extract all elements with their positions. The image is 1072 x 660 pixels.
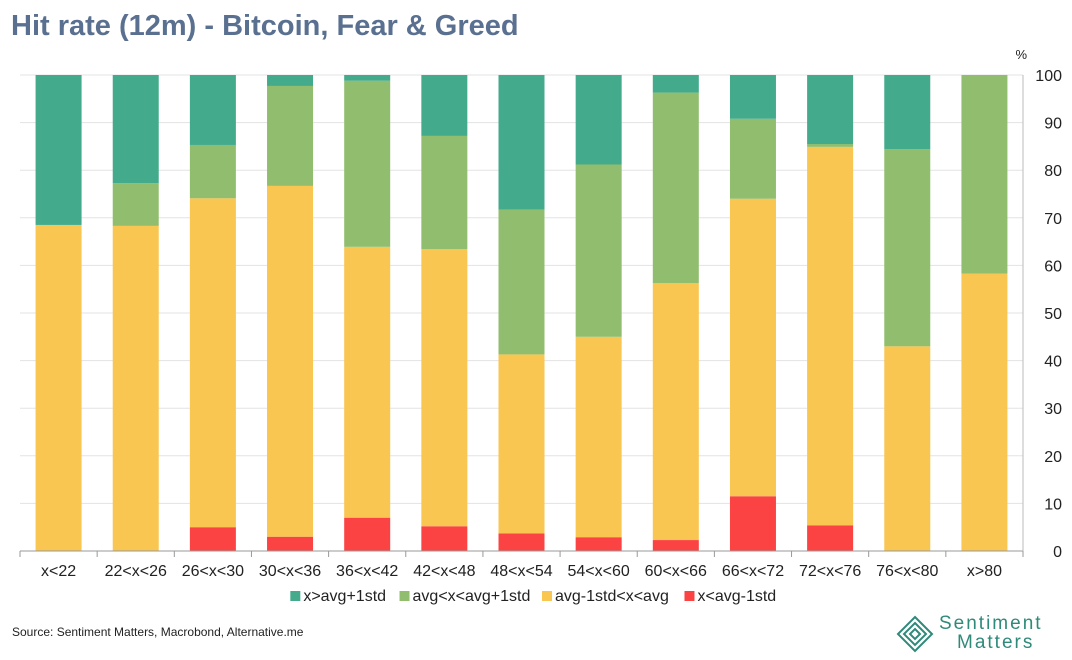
legend-swatch [399,591,410,601]
bar-segment [421,135,468,250]
x-tick-label: x>80 [967,563,1002,580]
x-tick-label: 42<x<48 [413,563,475,580]
legend-swatch [684,591,695,601]
y-tick-label: 70 [1044,211,1062,228]
bar-segment [189,198,236,528]
bar-segment [807,146,854,526]
source-note: Source: Sentiment Matters, Macrobond, Al… [12,625,304,639]
legend-label: x<avg-1std [697,588,776,605]
bar-segment [498,75,545,210]
bar-segment [189,144,236,199]
bar-segment [267,536,314,551]
x-tick-label: 48<x<54 [490,563,552,580]
bar-segment [575,537,622,551]
x-tick-label: 30<x<36 [259,563,321,580]
bar-segment [344,75,391,81]
bar-segment [807,75,854,145]
legend-item: avg<x<avg+1std [399,588,531,605]
y-tick-label: 100 [1035,68,1062,85]
bar-segment [652,283,699,541]
bar-segment [421,75,468,136]
bar-segment [189,527,236,551]
bar-segment [421,249,468,527]
sentiment-matters-logo: Sentiment Matters [895,612,1065,656]
x-tick-label: 54<x<60 [568,563,630,580]
bar-segment [35,75,82,225]
bar-segment [267,85,314,186]
bar-segment [498,209,545,355]
bar-segment [652,75,699,93]
x-tick-label: x<22 [41,563,76,580]
bar-segment [729,118,776,199]
bar-segment [344,80,391,247]
y-tick-label: 20 [1044,449,1062,466]
bar-segment [344,246,391,518]
y-axis-label: % [1015,47,1027,62]
stacked-bar-chart: x<22 22<x<26 26<x<30 30<x<36 36<x<42 42<x<48 4… [19,47,1062,605]
y-tick-label: 90 [1044,116,1062,133]
y-tick-label: 10 [1044,496,1062,513]
y-tick-label: 30 [1044,401,1062,418]
x-tick-label: 66<x<72 [722,563,784,580]
bar-segment [961,75,1008,274]
bar-segment [575,164,622,337]
bar-segment [729,75,776,119]
bar-segment [884,346,931,551]
bar-segment [884,75,931,150]
bar-segment [575,336,622,538]
bar-segment [575,75,622,165]
y-axis: 0 10 20 30 40 50 60 70 80 90 100% [1015,47,1062,561]
bar-segment [807,144,854,147]
logo-diamond-icon [896,615,934,653]
x-tick-label: 76<x<80 [876,563,938,580]
y-tick-label: 40 [1044,354,1062,371]
bar-segment [729,198,776,497]
bar-segment [652,92,699,284]
legend-item: x>avg+1std [290,588,386,605]
bar-segment [498,533,545,551]
legend-label: avg<x<avg+1std [413,588,531,605]
bar-segment [498,354,545,534]
bar-segment [112,225,159,551]
x-tick-label: 26<x<30 [182,563,244,580]
y-tick-label: 0 [1053,544,1062,561]
y-tick-label: 50 [1044,306,1062,323]
legend-item: x<avg-1std [684,588,776,605]
legend: x>avg+1std avg<x<avg+1std avg-1std<x<avg x<… [290,588,776,605]
bar-segment [112,183,159,226]
x-tick-label: 72<x<76 [799,563,861,580]
bars [35,75,1008,551]
logo-text-line2: Matters [957,632,1035,653]
y-tick-label: 60 [1044,258,1062,275]
bar-segment [884,149,931,347]
legend-swatch [542,591,552,601]
x-tick-label: 22<x<26 [105,563,167,580]
bar-segment [267,75,314,86]
bar-segment [961,273,1008,551]
legend-item: avg-1std<x<avg [542,588,669,605]
bar-segment [807,525,854,551]
bar-segment [421,526,468,551]
bar-segment [267,185,314,537]
y-tick-label: 80 [1044,163,1062,180]
bar-segment [652,540,699,551]
x-axis: x<22 22<x<26 26<x<30 30<x<36 36<x<42 42<x<48 4… [19,550,1024,580]
chart-title: Hit rate (12m) - Bitcoin, Fear & Greed [11,10,519,42]
legend-swatch [290,591,301,601]
bar-segment [344,517,391,551]
logo-text-line1: Sentiment [939,613,1043,634]
legend-label: x>avg+1std [303,588,386,605]
bar-segment [35,224,82,551]
bar-segment [189,75,236,145]
bar-segment [112,75,159,184]
bar-segment [729,496,776,551]
x-tick-label: 60<x<66 [645,563,707,580]
x-tick-label: 36<x<42 [336,563,398,580]
legend-label: avg-1std<x<avg [555,588,669,605]
